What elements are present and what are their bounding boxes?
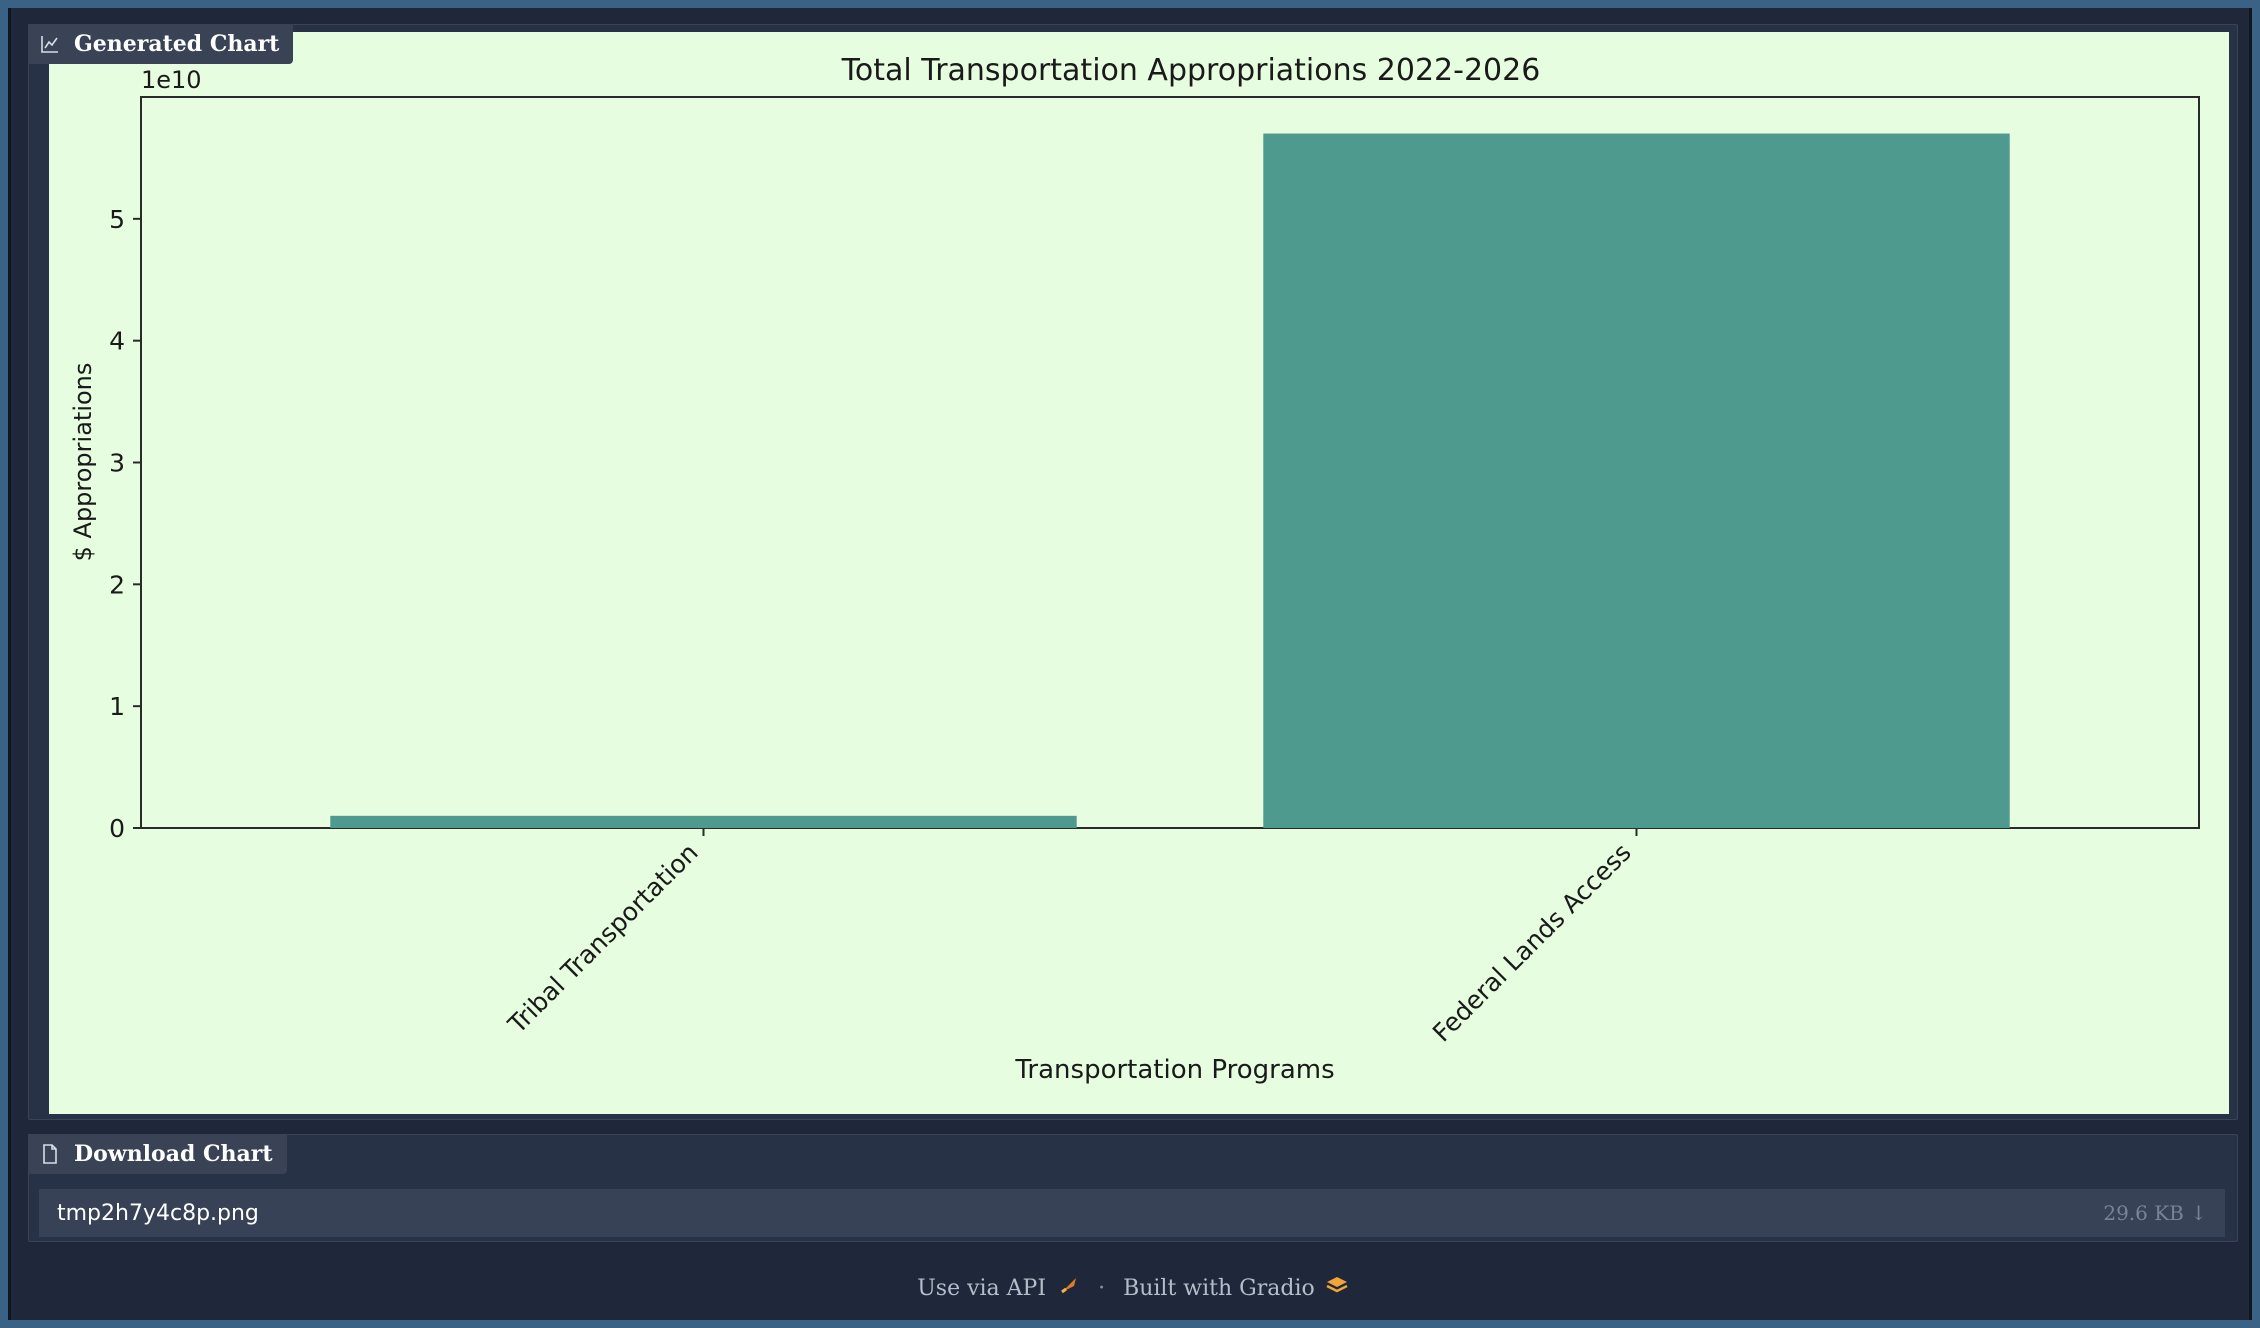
file-name[interactable]: tmp2h7y4c8p.png xyxy=(57,1200,259,1226)
generated-chart-label: Generated Chart xyxy=(28,24,294,64)
app-window: Total Transportation Appropriations 2022… xyxy=(8,8,2252,1320)
file-icon xyxy=(40,1144,60,1164)
y-tick-label: 4 xyxy=(109,327,125,356)
y-ticks: 0 1 2 3 4 5 xyxy=(109,205,141,843)
chart-icon xyxy=(40,34,60,54)
gradio-logo-icon xyxy=(1325,1275,1349,1301)
download-file-link[interactable]: tmp2h7y4c8p.png 29.6 KB ↓ xyxy=(39,1189,2225,1237)
y-tick-label: 0 xyxy=(109,814,125,843)
chart-image: Total Transportation Appropriations 2022… xyxy=(49,32,2229,1114)
footer: Use via API · Built with Gradio xyxy=(11,1268,2255,1308)
y-tick-label: 1 xyxy=(109,692,125,721)
y-tick-label: 3 xyxy=(109,449,125,478)
y-tick-label: 5 xyxy=(109,205,125,234)
y-axis-label: $ Appropriations xyxy=(69,363,97,562)
y-axis-offset-text: 1e10 xyxy=(141,66,202,94)
x-axis-label: Transportation Programs xyxy=(1014,1055,1334,1085)
use-via-api-link[interactable]: Use via API xyxy=(917,1274,1080,1302)
built-with-gradio-label: Built with Gradio xyxy=(1123,1275,1315,1301)
download-chart-label-text: Download Chart xyxy=(74,1141,273,1167)
bars xyxy=(330,133,2010,829)
use-via-api-label: Use via API xyxy=(917,1275,1047,1301)
file-size: 29.6 KB ↓ xyxy=(2103,1201,2207,1225)
built-with-gradio-link[interactable]: Built with Gradio xyxy=(1123,1275,1349,1301)
chart-title: Total Transportation Appropriations 2022… xyxy=(841,53,1541,88)
bar-tribal-transportation xyxy=(330,815,1077,828)
footer-separator: · xyxy=(1098,1275,1106,1301)
y-tick-label: 2 xyxy=(109,570,125,599)
bar-federal-lands-access xyxy=(1263,133,2010,829)
generated-chart-label-text: Generated Chart xyxy=(74,31,280,57)
rocket-icon xyxy=(1058,1274,1080,1302)
download-chart-label: Download Chart xyxy=(28,1134,287,1174)
